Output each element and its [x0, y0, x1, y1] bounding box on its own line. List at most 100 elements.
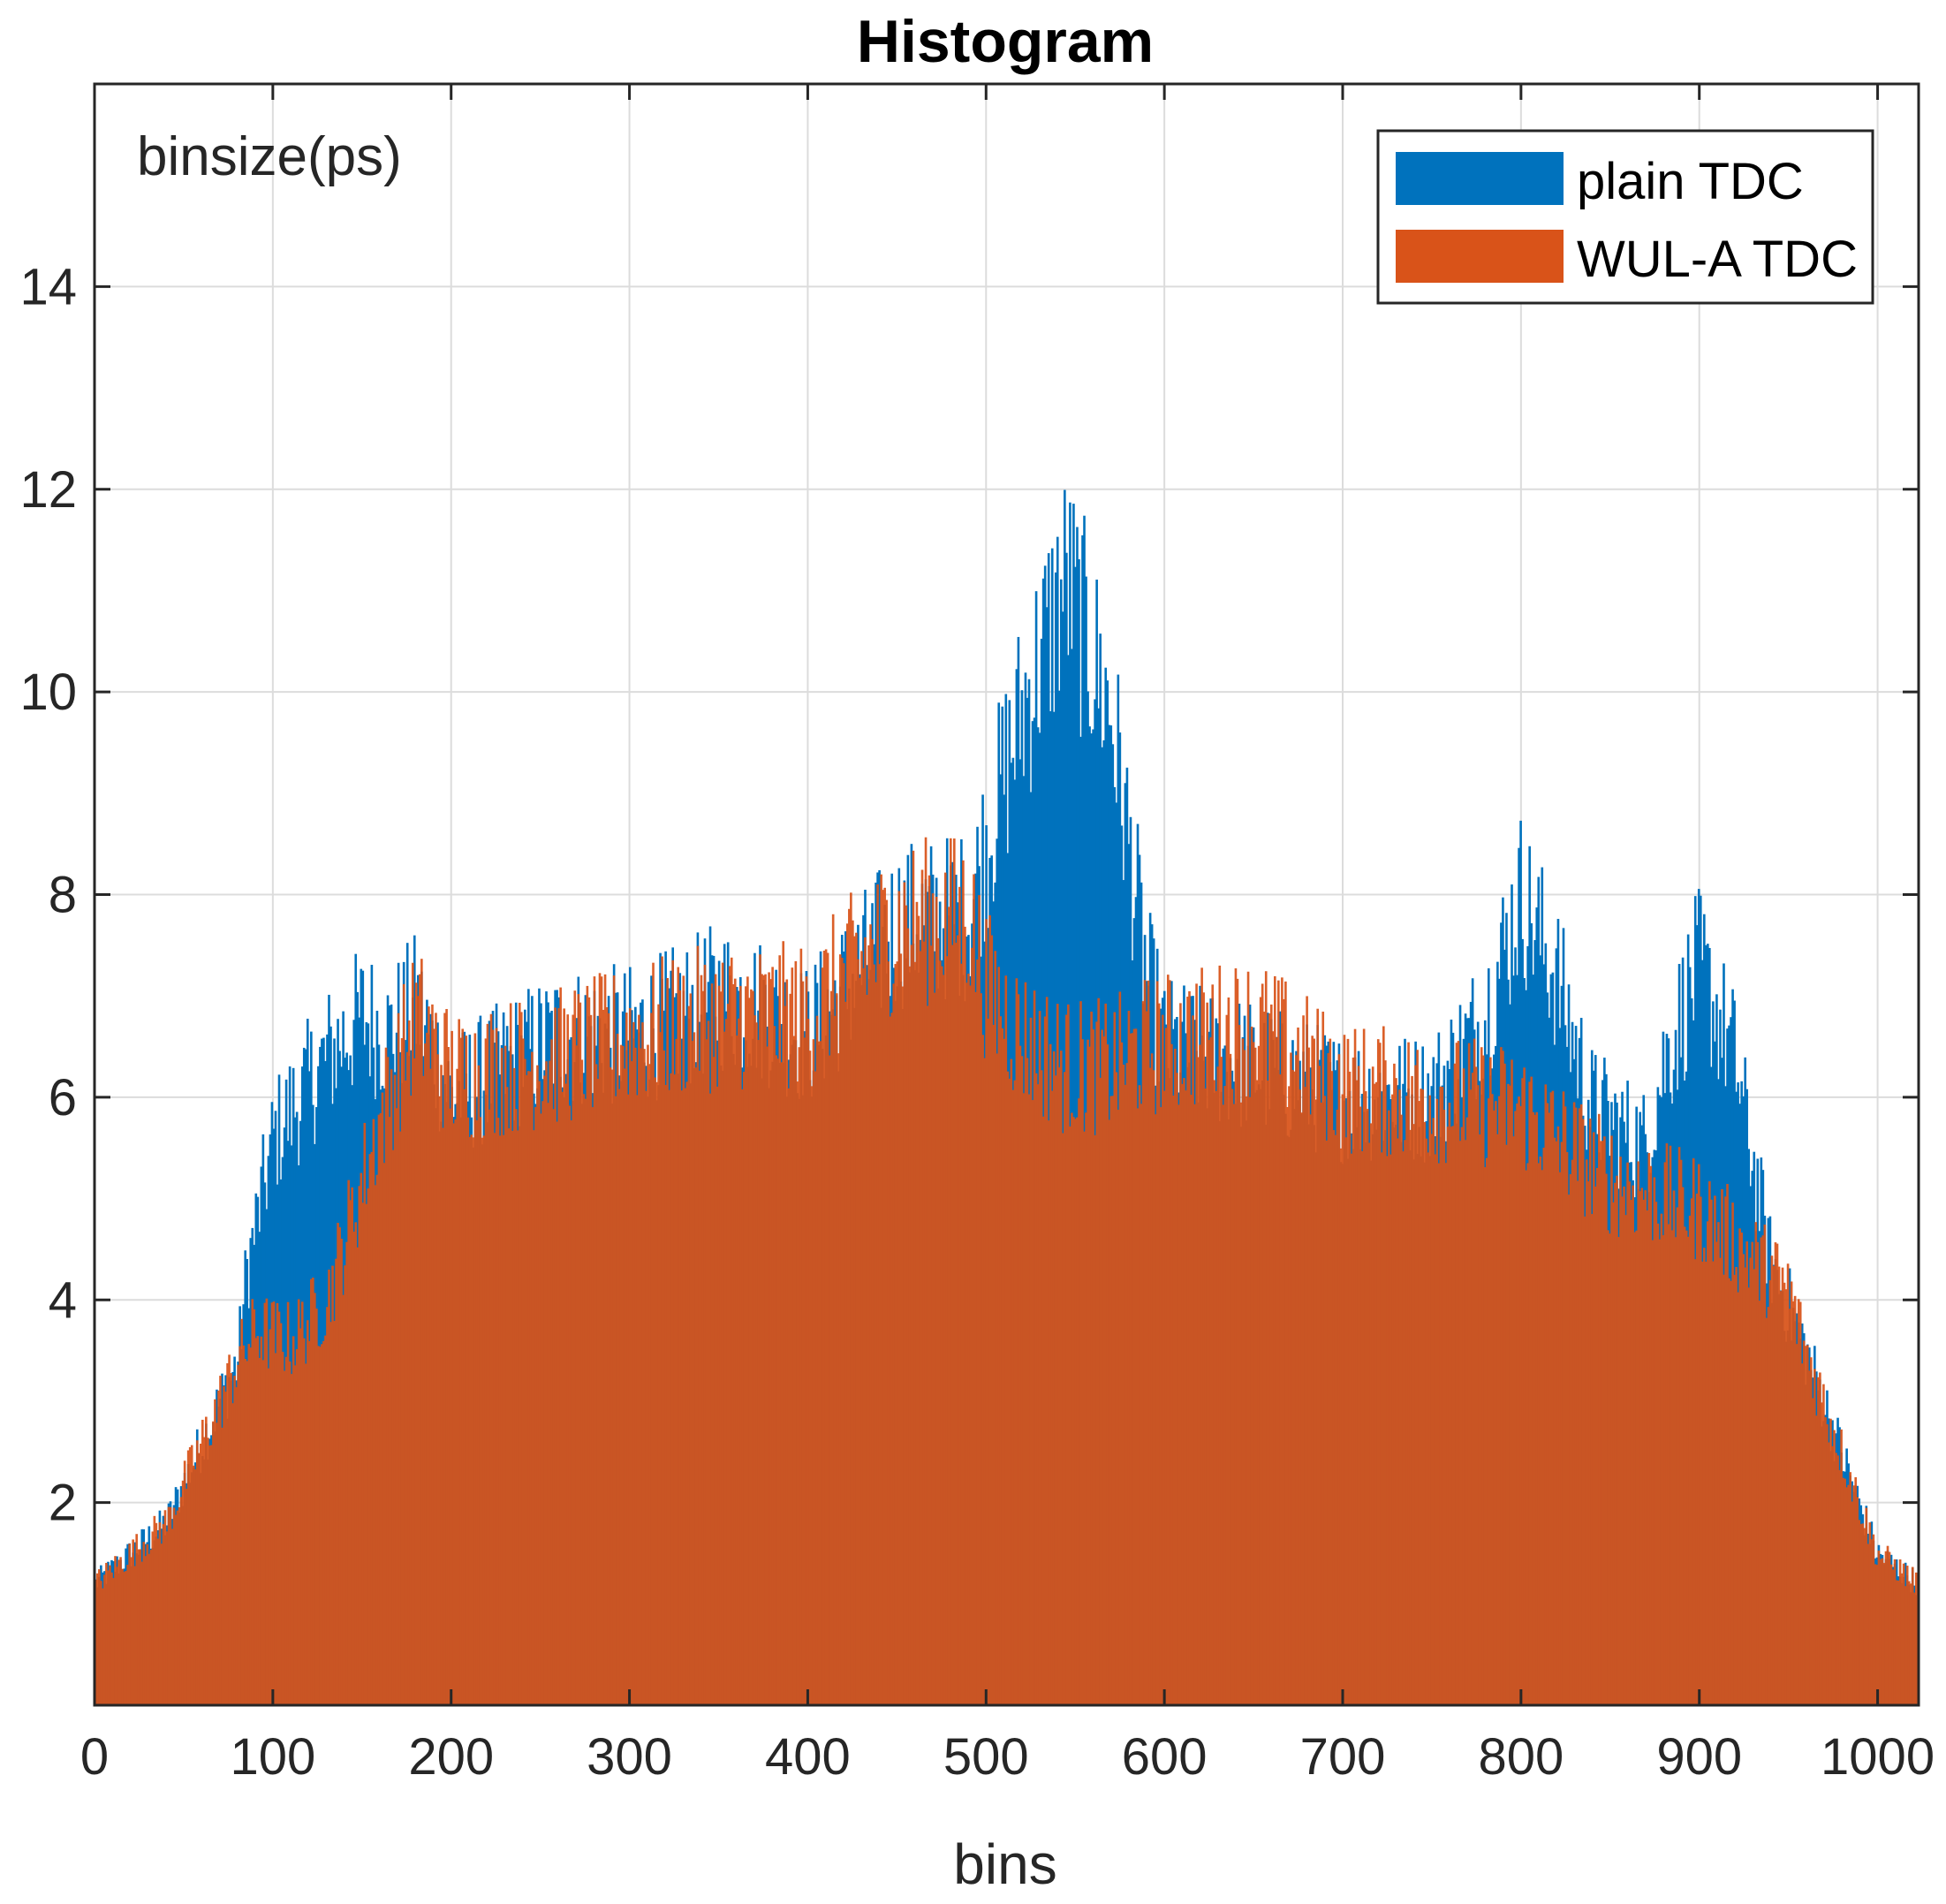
histogram-bar	[1537, 1163, 1541, 1705]
histogram-bar	[596, 1078, 600, 1705]
histogram-bar	[1288, 1086, 1291, 1705]
histogram-bar	[1076, 527, 1079, 1705]
histogram-bar	[1208, 1040, 1210, 1705]
histogram-bar	[1359, 1106, 1362, 1705]
histogram-bar	[1819, 1372, 1821, 1705]
histogram-bar	[411, 962, 414, 1705]
histogram-bar	[1400, 1114, 1403, 1705]
histogram-bar	[1250, 1026, 1253, 1705]
histogram-bar	[1881, 1558, 1884, 1705]
histogram-bar	[290, 1374, 293, 1705]
histogram-bar	[112, 1578, 115, 1705]
histogram-bar	[1120, 1042, 1124, 1705]
histogram-bar	[397, 1013, 400, 1705]
histogram-bar	[1886, 1545, 1889, 1705]
histogram-bar	[479, 1117, 482, 1705]
histogram-bar	[1448, 1102, 1451, 1705]
histogram-bar	[1774, 1242, 1777, 1705]
histogram-bar	[971, 947, 973, 1705]
histogram-bar	[1230, 1089, 1234, 1705]
histogram-bar	[358, 1186, 361, 1705]
histogram-bar	[799, 948, 803, 1705]
histogram-bar	[297, 1299, 300, 1705]
histogram-bar	[281, 1352, 284, 1705]
histogram-bar	[1555, 1141, 1558, 1705]
histogram-bar	[98, 1569, 101, 1705]
histogram-bar	[338, 1227, 341, 1705]
histogram-bar	[957, 935, 959, 1705]
histogram-bar	[661, 956, 663, 1705]
histogram-bar	[1239, 1102, 1243, 1705]
histogram-bar	[228, 1354, 231, 1705]
histogram-bar	[623, 1068, 626, 1705]
histogram-bar	[1097, 998, 1100, 1705]
histogram-bar	[1788, 1309, 1791, 1705]
histogram-bar	[924, 837, 928, 1705]
histogram-bar	[300, 1301, 304, 1705]
histogram-bar	[657, 1004, 660, 1705]
histogram-bar	[1902, 1563, 1905, 1705]
histogram-bar	[458, 1019, 461, 1705]
histogram-bar	[1004, 975, 1008, 1705]
histogram-bar	[844, 1001, 847, 1705]
histogram-bar	[123, 1572, 125, 1705]
histogram-bar	[293, 1365, 297, 1705]
histogram-bar	[283, 1370, 286, 1705]
histogram-bar	[899, 953, 903, 1705]
series-wul-a-tdc	[95, 837, 1919, 1705]
histogram-bar	[1026, 1058, 1029, 1705]
histogram-bar	[1518, 1096, 1520, 1705]
y-tick-label-14: 14	[19, 258, 77, 315]
histogram-bar	[1660, 1213, 1663, 1705]
histogram-bar	[808, 1051, 812, 1705]
histogram-bar	[414, 982, 418, 1705]
histogram-bar	[1056, 1004, 1059, 1705]
histogram-bar	[256, 1336, 260, 1705]
histogram-bar	[1619, 1157, 1622, 1705]
histogram-bar	[1665, 1143, 1669, 1705]
x-tick-label-200: 200	[408, 1728, 494, 1786]
histogram-bar	[1071, 1112, 1073, 1705]
histogram-bar	[1404, 1140, 1406, 1705]
histogram-bar	[1234, 968, 1238, 1705]
histogram-bar	[1749, 1257, 1753, 1705]
histogram-bar	[1020, 1056, 1024, 1705]
histogram-bar	[1786, 1263, 1790, 1705]
histogram-bar	[461, 1028, 465, 1705]
histogram-bar	[417, 996, 420, 1705]
histogram-bar	[1355, 1080, 1359, 1705]
histogram-bar	[1209, 1037, 1213, 1705]
histogram-bar	[438, 1096, 441, 1705]
histogram-bar	[217, 1390, 220, 1705]
histogram-bar	[393, 1074, 397, 1705]
histogram-bar	[1152, 1070, 1155, 1705]
histogram-bar	[563, 1008, 565, 1705]
histogram-bar	[1474, 1066, 1478, 1705]
histogram-bar	[1041, 1116, 1045, 1705]
histogram-bar	[1854, 1476, 1858, 1705]
histogram-bar	[1378, 1043, 1382, 1705]
histogram-bar	[829, 990, 833, 1705]
histogram-bar	[1695, 1193, 1699, 1705]
histogram-bar	[493, 1133, 496, 1705]
histogram-bar	[750, 989, 753, 1705]
histogram-bar	[607, 1013, 610, 1705]
histogram-bar	[1516, 1103, 1518, 1705]
histogram-bar	[743, 1072, 746, 1705]
histogram-bar	[1111, 1096, 1115, 1705]
histogram-bar	[216, 1422, 218, 1705]
histogram-bar	[703, 964, 707, 1705]
histogram-bar	[1644, 1190, 1647, 1705]
histogram-bar	[1763, 1224, 1767, 1705]
histogram-bar	[1714, 1195, 1716, 1705]
histogram-bar	[675, 1038, 678, 1705]
histogram-bar	[1707, 1221, 1709, 1705]
histogram-bar	[1409, 1129, 1412, 1705]
histogram-bar	[769, 979, 772, 1705]
histogram-bar	[885, 899, 888, 1705]
histogram-bar	[1647, 1153, 1651, 1705]
histogram-bar	[1078, 1098, 1080, 1705]
histogram-bar	[169, 1506, 172, 1705]
y-tick-label-2: 2	[49, 1475, 77, 1532]
histogram-bar	[640, 1048, 642, 1705]
